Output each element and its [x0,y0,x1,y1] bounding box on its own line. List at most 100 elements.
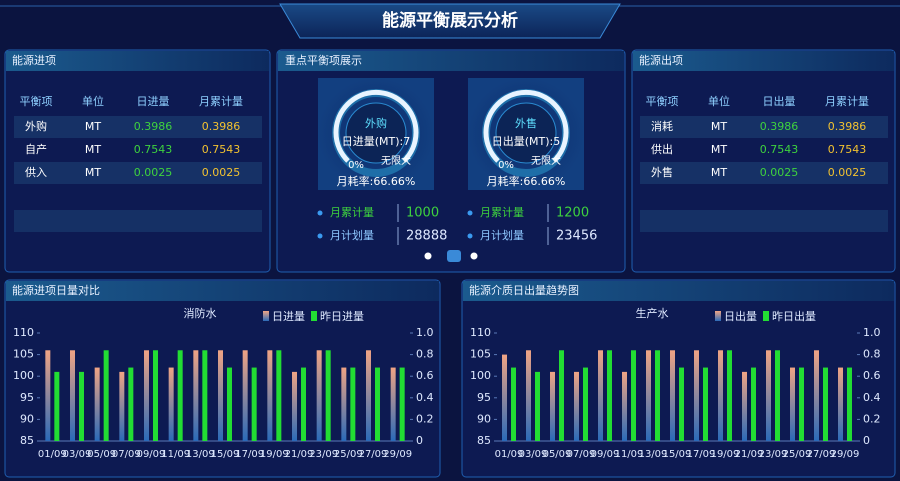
x-tick-label: 25/09 [334,449,363,460]
bar [646,350,651,441]
stat-label: 月计划量 [480,229,524,242]
bar [607,350,612,441]
x-tick-label: 23/09 [309,449,338,460]
table-cell: 0.3986 [828,120,867,133]
panel-title-bar [633,51,894,71]
bar [598,350,603,441]
stat-value: 28888 [406,229,447,244]
panel-title: 能源进项 [12,53,56,67]
gauge-rate: 月耗率:66.66% [337,174,416,188]
x-tick-label: 11/09 [161,449,190,460]
x-tick-label: 07/09 [567,449,596,460]
y2-tick-label: 0 [416,434,423,447]
legend-swatch [715,311,721,321]
bar [251,367,257,441]
bar [79,371,84,441]
x-tick-label: 01/09 [38,449,67,460]
bar [583,367,588,441]
x-tick-label: 27/09 [359,449,388,460]
bar [751,367,756,441]
column-header: 平衡项 [646,95,679,108]
bar [144,350,149,441]
x-tick-label: 17/09 [235,449,264,460]
bar [168,367,174,441]
gauge-arc [333,89,419,163]
panel-title-bar [463,281,894,301]
column-header: 日进量 [137,95,170,108]
bar [574,371,579,441]
x-tick-label: 03/09 [519,449,548,460]
row-background [14,116,262,138]
bar [694,350,699,441]
bar [242,350,248,441]
chart-subtitle: 消防水 [184,306,217,320]
y2-tick-label: 0.2 [416,412,434,425]
table-cell: MT [85,120,101,133]
bar [153,350,158,441]
bar [54,371,60,441]
panel-title-bar [278,51,624,71]
gauge-max: 无限大 [531,154,561,167]
panel [461,279,896,478]
pager-dot[interactable] [470,252,478,260]
empty-row [14,210,262,232]
bar [559,350,564,441]
bar [823,367,828,441]
bar [502,354,507,441]
legend-label: 日进量 [272,310,305,323]
row-background [640,162,888,184]
gauge-reading: 日出量(MT):5 [492,134,561,148]
bar [193,350,199,441]
bar [670,350,675,441]
bar [177,350,183,441]
bar [622,371,627,441]
y2-tick-label: 0.4 [863,391,881,404]
x-tick-label: 19/09 [711,449,740,460]
panel-title: 能源介质日出量趋势图 [469,283,579,297]
bar [301,367,306,441]
x-tick-label: 21/09 [735,449,764,460]
table-cell: 0.7543 [760,143,799,156]
table-cell: 0.0025 [202,166,241,179]
row-background [14,162,262,184]
x-tick-label: 13/09 [639,449,668,460]
bar [550,371,555,441]
gauge-name: 外购 [365,116,387,130]
bar [742,371,747,441]
table-cell: MT [711,120,727,133]
bar [103,350,109,441]
gauge-name: 外售 [515,116,537,130]
stat-label: 月累计量 [330,206,374,219]
bar [790,367,795,441]
row-background [640,116,888,138]
gauge-inner [495,102,557,164]
y-tick-label: 90 [477,412,491,425]
column-header: 平衡项 [20,95,53,108]
x-tick-label: 15/09 [663,449,692,460]
panel-title: 能源进项日量对比 [12,283,100,297]
x-tick-label: 01/09 [495,449,524,460]
pager-dot[interactable] [424,252,432,260]
y2-tick-label: 0.4 [416,391,434,404]
table-cell: MT [711,143,727,156]
table-cell: 外购 [25,119,47,133]
pager-dot-active[interactable] [447,250,461,262]
column-header: 月累计量 [825,95,869,108]
x-tick-label: 11/09 [615,449,644,460]
bar [838,367,843,441]
y2-tick-label: 1.0 [863,326,881,339]
x-tick-label: 29/09 [383,449,412,460]
bar [316,350,322,441]
chart-subtitle: 生产水 [636,306,669,320]
gauge-min: 0% [348,160,364,171]
table-cell: 0.3986 [202,120,241,133]
stat-dot [467,233,473,239]
bar [727,350,732,441]
stat-label: 月累计量 [480,206,524,219]
x-tick-label: 23/09 [759,449,788,460]
legend-swatch [263,311,269,321]
bar [366,350,371,441]
table-cell: 消耗 [651,119,673,133]
y2-tick-label: 0.8 [863,348,881,361]
y-tick-label: 105 [470,348,491,361]
